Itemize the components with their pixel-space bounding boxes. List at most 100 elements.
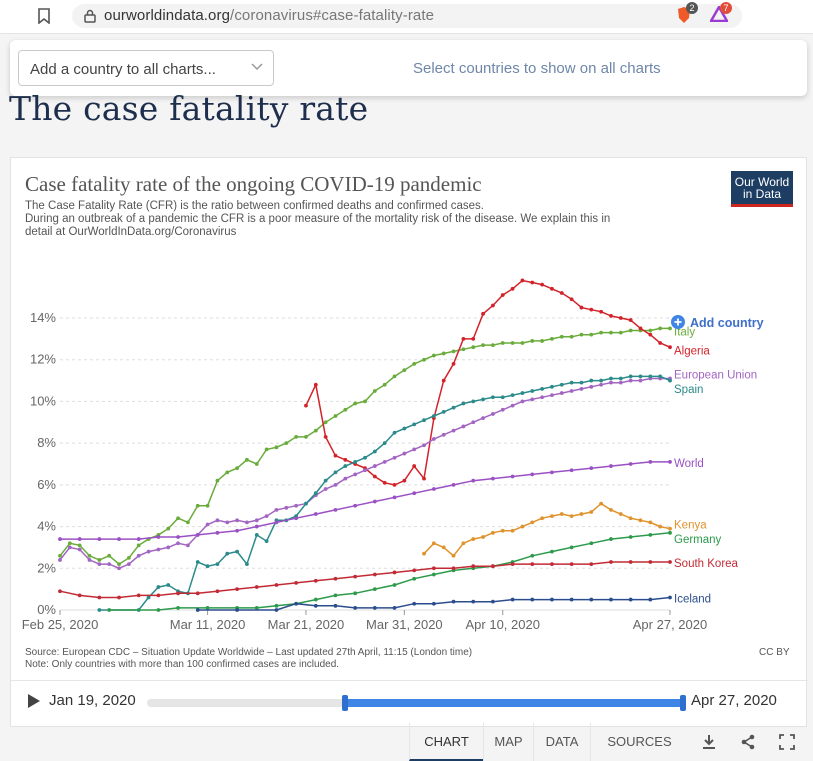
- data-point: [166, 583, 171, 587]
- url-host: ourworldindata.org: [104, 7, 231, 24]
- data-point: [471, 399, 476, 404]
- data-point: [235, 587, 239, 592]
- tab-sources[interactable]: SOURCES: [590, 723, 688, 761]
- data-point: [294, 580, 299, 585]
- data-point: [412, 361, 417, 366]
- url-text[interactable]: ourworldindata.org/coronavirus#case-fata…: [104, 7, 434, 24]
- data-point: [520, 341, 525, 345]
- tab-map[interactable]: MAP: [483, 723, 533, 761]
- source-line: Source: European CDC – Situation Update …: [25, 647, 473, 658]
- data-point: [67, 545, 72, 550]
- series-line: [60, 461, 670, 540]
- data-point: [363, 455, 367, 460]
- data-point: [599, 378, 604, 383]
- data-point: [107, 562, 112, 567]
- data-point: [441, 409, 446, 414]
- data-point: [176, 541, 180, 546]
- data-point: [520, 524, 525, 529]
- data-point: [668, 378, 672, 383]
- data-point: [166, 526, 171, 531]
- data-point: [77, 537, 82, 541]
- play-icon[interactable]: [28, 694, 40, 708]
- tab-data[interactable]: DATA: [533, 723, 590, 761]
- timeline-start-handle[interactable]: [342, 695, 349, 711]
- data-point: [304, 403, 308, 408]
- timeline-selected-range[interactable]: [345, 699, 683, 707]
- data-point: [471, 420, 476, 425]
- share-icon[interactable]: [738, 733, 758, 751]
- data-point: [491, 343, 495, 348]
- series-label: Spain: [674, 384, 703, 396]
- data-point: [471, 336, 476, 341]
- series-european-union: European Union: [58, 369, 757, 571]
- data-point: [510, 474, 515, 479]
- x-tick-label: Apr 27, 2020: [633, 617, 707, 632]
- plus-icon: [674, 318, 682, 326]
- y-tick-label: 10%: [30, 393, 56, 408]
- data-point: [628, 516, 633, 521]
- data-point: [58, 589, 62, 594]
- data-point: [431, 541, 436, 546]
- data-point: [530, 562, 535, 567]
- data-point: [215, 518, 220, 523]
- timeline-end-handle[interactable]: [680, 695, 686, 711]
- data-point: [392, 430, 397, 435]
- data-point: [215, 478, 220, 483]
- chart-title: Case fatality rate of the ongoing COVID-…: [25, 172, 482, 196]
- data-point: [156, 535, 161, 539]
- data-point: [569, 545, 574, 550]
- data-point: [304, 434, 308, 439]
- license-label[interactable]: CC BY: [759, 647, 790, 658]
- data-point: [254, 524, 259, 529]
- y-tick-label: 4%: [37, 519, 56, 534]
- data-point: [176, 516, 180, 521]
- address-bar[interactable]: [72, 4, 742, 28]
- data-point: [431, 437, 436, 441]
- data-point: [205, 564, 210, 569]
- data-point: [569, 597, 574, 602]
- data-point: [343, 407, 348, 412]
- data-point: [353, 460, 358, 464]
- subtitle-line: The Case Fatality Rate (CFR) is the rati…: [25, 200, 484, 212]
- data-point: [313, 578, 318, 583]
- data-point: [510, 341, 515, 345]
- brave-shields-icon[interactable]: 2: [676, 2, 698, 29]
- data-point: [304, 501, 308, 506]
- data-point: [550, 514, 554, 519]
- data-point: [510, 562, 515, 567]
- data-point: [589, 378, 594, 383]
- data-point: [658, 524, 663, 529]
- data-point: [313, 597, 318, 602]
- data-point: [481, 397, 485, 402]
- data-point: [648, 332, 653, 337]
- data-point: [372, 474, 377, 479]
- series-label: Germany: [674, 534, 722, 546]
- data-point: [156, 608, 161, 612]
- data-point: [500, 407, 505, 412]
- owid-logo[interactable]: Our World in Data: [731, 171, 793, 207]
- x-tick-label: Mar 31, 2020: [366, 617, 443, 632]
- series-line: [109, 532, 671, 611]
- data-point: [599, 382, 604, 387]
- data-point: [628, 462, 633, 466]
- data-point: [107, 553, 112, 558]
- download-icon[interactable]: [699, 733, 719, 751]
- data-point: [609, 464, 613, 468]
- add-country-dropdown[interactable]: Add a country to all charts...: [18, 50, 274, 86]
- data-point: [530, 339, 535, 343]
- data-point: [58, 537, 62, 541]
- brave-rewards-icon[interactable]: 7: [708, 2, 732, 27]
- data-point: [235, 549, 239, 554]
- data-point: [589, 541, 594, 546]
- data-point: [540, 516, 544, 521]
- data-point: [166, 545, 171, 550]
- browser-toolbar: ourworldindata.org/coronavirus#case-fata…: [0, 0, 813, 34]
- data-point: [274, 507, 279, 512]
- tab-chart[interactable]: CHART: [409, 723, 483, 761]
- bookmark-icon[interactable]: [38, 8, 50, 24]
- data-point: [510, 528, 515, 533]
- data-point: [520, 278, 525, 283]
- data-point: [97, 562, 102, 567]
- fullscreen-icon[interactable]: [777, 733, 797, 751]
- add-country-button[interactable]: Add country: [671, 315, 764, 330]
